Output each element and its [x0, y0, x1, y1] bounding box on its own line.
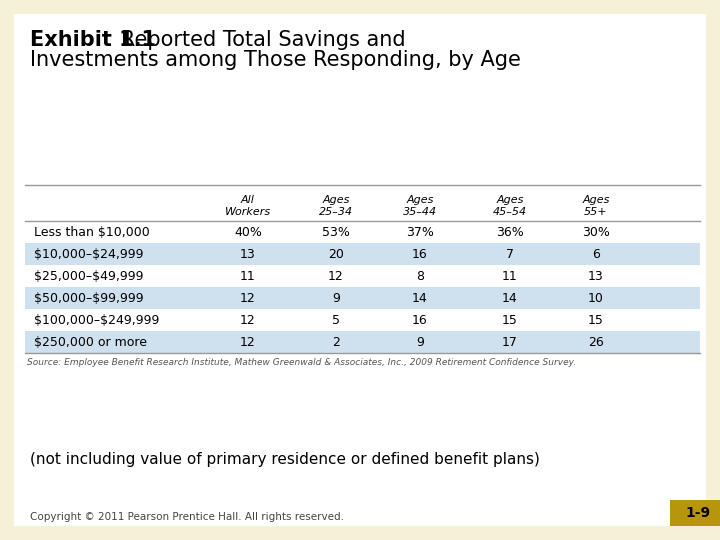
- Text: (not including value of primary residence or defined benefit plans): (not including value of primary residenc…: [30, 452, 540, 467]
- Text: 37%: 37%: [406, 226, 434, 239]
- Text: \$100,000–\$249,999: \$100,000–\$249,999: [34, 314, 159, 327]
- Text: 40%: 40%: [234, 226, 262, 239]
- Text: 11: 11: [502, 269, 518, 282]
- Text: 17: 17: [502, 335, 518, 348]
- Text: 53%: 53%: [322, 226, 350, 239]
- Text: Ages: Ages: [406, 195, 433, 205]
- Text: Exhibit 1.1: Exhibit 1.1: [30, 30, 156, 50]
- Text: Reported Total Savings and: Reported Total Savings and: [121, 30, 405, 50]
- Text: 16: 16: [412, 247, 428, 260]
- Text: 12: 12: [240, 314, 256, 327]
- Text: \$50,000–\$99,999: \$50,000–\$99,999: [34, 292, 143, 305]
- Text: 12: 12: [240, 335, 256, 348]
- Text: 12: 12: [240, 292, 256, 305]
- Text: 5: 5: [332, 314, 340, 327]
- Text: Ages: Ages: [496, 195, 523, 205]
- Text: Copyright © 2011 Pearson Prentice Hall. All rights reserved.: Copyright © 2011 Pearson Prentice Hall. …: [30, 512, 344, 522]
- Text: 14: 14: [502, 292, 518, 305]
- Text: Source: Employee Benefit Research Institute, Mathew Greenwald & Associates, Inc.: Source: Employee Benefit Research Instit…: [27, 358, 576, 367]
- Text: 8: 8: [416, 269, 424, 282]
- FancyBboxPatch shape: [25, 331, 700, 353]
- Text: 15: 15: [502, 314, 518, 327]
- Text: 6: 6: [592, 247, 600, 260]
- Text: Workers: Workers: [225, 207, 271, 217]
- Text: \$25,000–\$49,999: \$25,000–\$49,999: [34, 269, 143, 282]
- Text: 13: 13: [240, 247, 256, 260]
- Text: 16: 16: [412, 314, 428, 327]
- Text: Ages: Ages: [582, 195, 610, 205]
- Text: 9: 9: [332, 292, 340, 305]
- Text: \$250,000 or more: \$250,000 or more: [34, 335, 147, 348]
- Text: 2: 2: [332, 335, 340, 348]
- Text: 14: 14: [412, 292, 428, 305]
- Text: 12: 12: [328, 269, 344, 282]
- Text: 13: 13: [588, 269, 604, 282]
- Text: 9: 9: [416, 335, 424, 348]
- Text: 45–54: 45–54: [493, 207, 527, 217]
- Text: Ages: Ages: [323, 195, 350, 205]
- Text: 55+: 55+: [584, 207, 608, 217]
- Text: 36%: 36%: [496, 226, 524, 239]
- Text: Less than \$10,000: Less than \$10,000: [34, 226, 150, 239]
- Text: \$10,000–\$24,999: \$10,000–\$24,999: [34, 247, 143, 260]
- Text: Investments among Those Responding, by Age: Investments among Those Responding, by A…: [30, 50, 521, 70]
- FancyBboxPatch shape: [14, 14, 706, 526]
- FancyBboxPatch shape: [25, 287, 700, 309]
- Text: 20: 20: [328, 247, 344, 260]
- Text: All: All: [241, 195, 255, 205]
- Text: 30%: 30%: [582, 226, 610, 239]
- Text: 15: 15: [588, 314, 604, 327]
- FancyBboxPatch shape: [25, 243, 700, 265]
- Text: 7: 7: [506, 247, 514, 260]
- Text: 1-9: 1-9: [685, 506, 711, 520]
- Text: 10: 10: [588, 292, 604, 305]
- Text: 35–44: 35–44: [403, 207, 437, 217]
- FancyBboxPatch shape: [670, 500, 720, 526]
- Text: 25–34: 25–34: [319, 207, 353, 217]
- Text: 26: 26: [588, 335, 604, 348]
- Text: 11: 11: [240, 269, 256, 282]
